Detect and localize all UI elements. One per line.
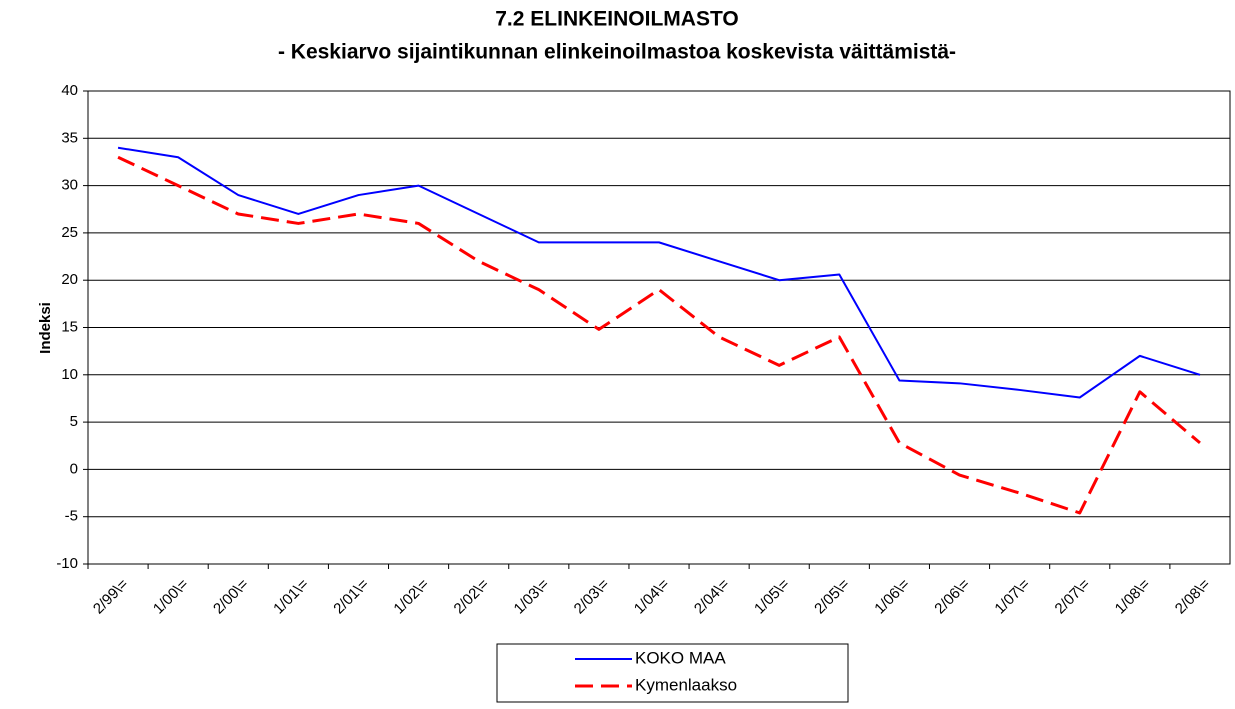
x-tick-label: 2/99\= (90, 575, 132, 617)
x-tick-label: 2/00\= (210, 575, 252, 617)
y-tick-label: 20 (61, 271, 78, 288)
y-tick-label: 25 (61, 224, 78, 241)
x-tick-label: 2/05\= (811, 575, 853, 617)
y-tick-label: 30 (61, 177, 78, 194)
x-tick-label: 2/07\= (1052, 575, 1094, 617)
x-tick-label: 1/07\= (991, 575, 1033, 617)
x-tick-label: 1/02\= (390, 575, 432, 617)
x-tick-label: 2/01\= (330, 575, 372, 617)
x-tick-label: 2/02\= (451, 575, 493, 617)
y-axis-label: Indeksi (37, 302, 54, 354)
series-line (117, 155, 1201, 515)
legend-label: Kymenlaakso (635, 675, 737, 694)
legend-label: KOKO MAA (635, 648, 726, 667)
x-tick-label: 1/08\= (1112, 575, 1154, 617)
x-tick-label: 1/03\= (511, 575, 553, 617)
plot-frame (87, 90, 1231, 565)
x-tick-label: 2/04\= (691, 575, 733, 617)
y-tick-label: 0 (70, 460, 78, 477)
y-tick-label: 10 (61, 366, 78, 383)
x-tick-label: 1/01\= (270, 575, 312, 617)
chart-title: 7.2 ELINKEINOILMASTO (495, 8, 738, 31)
y-tick-label: 35 (61, 129, 78, 146)
y-tick-label: -5 (65, 508, 78, 525)
x-tick-label: 1/04\= (631, 575, 673, 617)
x-tick-label: 2/06\= (931, 575, 973, 617)
chart-subtitle: - Keskiarvo sijaintikunnan elinkeinoilma… (278, 41, 956, 64)
x-tick-label: 2/08\= (1172, 575, 1214, 617)
y-tick-label: 40 (61, 82, 78, 99)
y-tick-label: 5 (70, 413, 78, 430)
legend-box (496, 643, 849, 703)
x-tick-label: 1/05\= (751, 575, 793, 617)
series-line (117, 146, 1201, 399)
y-tick-label: -10 (56, 555, 78, 572)
x-tick-label: 1/00\= (150, 575, 192, 617)
y-tick-label: 15 (61, 318, 78, 335)
x-tick-label: 2/03\= (571, 575, 613, 617)
x-tick-label: 1/06\= (871, 575, 913, 617)
